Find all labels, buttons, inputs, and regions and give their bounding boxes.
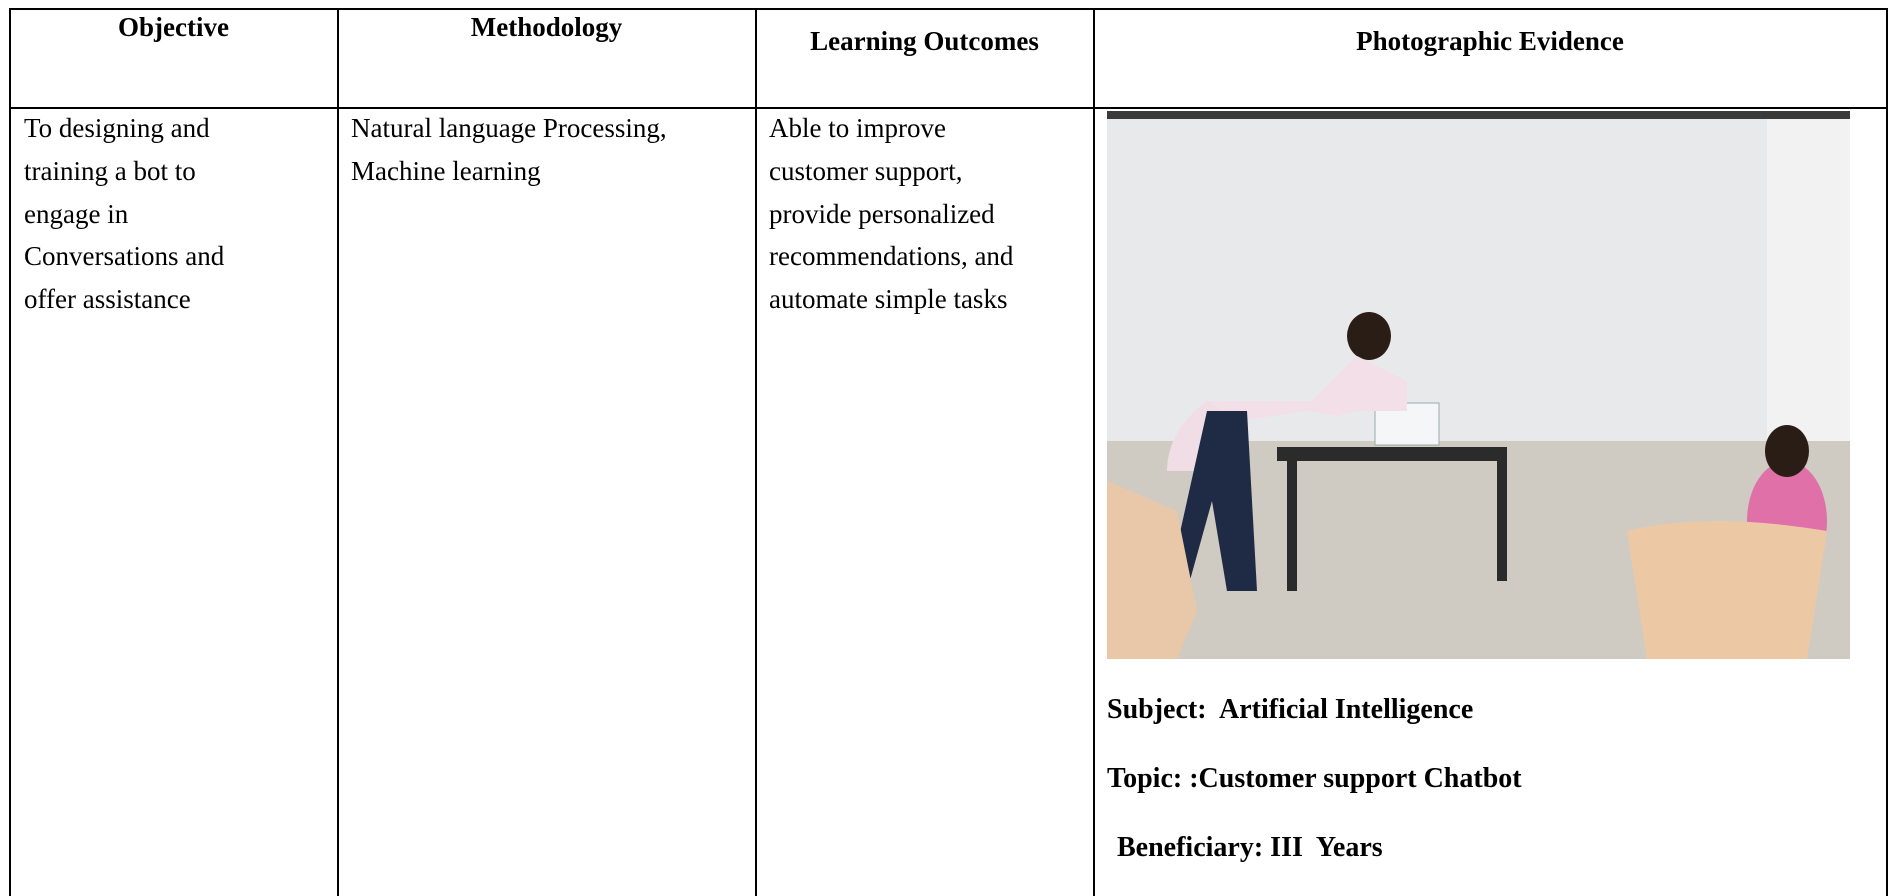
photo-topic: Topic: :Customer support Chatbot [1107,763,1522,794]
table-border [9,8,11,896]
photo [1107,111,1850,659]
cell-line: Natural language Processing, [351,113,667,143]
cell-line: customer support, [769,155,963,186]
column-divider [755,8,757,896]
cell-line: Conversations and [24,241,225,272]
cell-line: To designing and [24,113,210,143]
cell-line: recommendations, and [769,241,1014,272]
photo-subject: Subject: Artificial Intelligence [1107,694,1474,725]
header-cell: Photographic Evidence [1356,26,1624,56]
cell-line: Able to improve [769,113,946,143]
cell-line: offer assistance [24,284,191,315]
cell-line: Machine learning [351,155,541,186]
table-border [10,8,1887,10]
cell-line: provide personalized [769,198,995,229]
table-border [1886,8,1888,896]
column-divider [1093,8,1095,896]
header-divider [10,107,1887,109]
cell-line: automate simple tasks [769,284,1008,315]
header-cell: Methodology [470,12,623,42]
column-divider [337,8,339,896]
photo-beneficiary: Beneficiary: III Years [1117,832,1383,863]
cell-line: engage in [24,198,129,229]
cell-line: training a bot to [24,155,196,186]
header-cell: Objective [118,12,229,42]
header-cell: Learning Outcomes [810,26,1039,56]
